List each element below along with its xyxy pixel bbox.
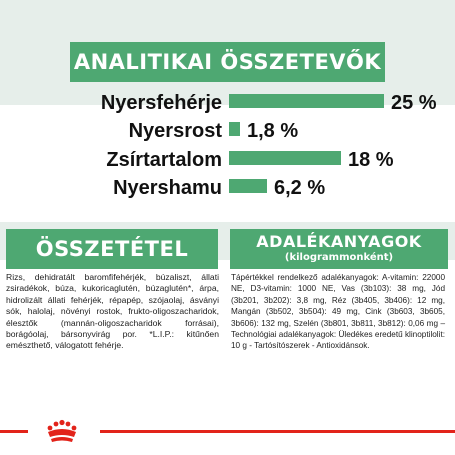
nutrient-label: Zsírtartalom [106, 149, 222, 171]
nutrient-bar [229, 122, 240, 136]
nutrient-row-ash: Nyershamu 6,2 % [0, 175, 455, 201]
nutrient-value: 18 % [348, 149, 394, 171]
additives-title-text: ADALÉKANYAGOK [256, 232, 422, 251]
nutrient-label: Nyersrost [128, 120, 222, 142]
nutrient-bar [229, 151, 341, 165]
nutrient-bar [229, 179, 267, 193]
additives-subtitle: (kilogrammonként) [284, 252, 394, 263]
additives-text: Tápértékkel rendelkező adalékanyagok: A-… [231, 273, 445, 351]
royal-canin-crown-icon [47, 419, 77, 442]
composition-title: ÖSSZETÉTEL [6, 229, 218, 269]
analytical-constituents-title: ANALITIKAI ÖSSZETEVŐK [70, 42, 385, 82]
nutrient-value: 25 % [391, 92, 437, 114]
additives-title: ADALÉKANYAGOK (kilogrammonként) [230, 229, 448, 269]
nutrient-label: Nyershamu [113, 177, 222, 199]
nutrient-row-fibre: Nyersrost 1,8 % [0, 118, 455, 144]
footer-red-line [0, 430, 455, 433]
nutrient-label: Nyersfehérje [100, 92, 222, 114]
nutrient-value: 1,8 % [247, 120, 299, 142]
nutrient-row-fat: Zsírtartalom 18 % [0, 147, 455, 173]
nutrient-bar [229, 94, 384, 108]
nutrient-value: 6,2 % [274, 177, 326, 199]
nutrient-row-protein: Nyersfehérje 25 % [0, 90, 455, 116]
composition-text: Rizs, dehidratált baromfifehérjék, búzal… [6, 272, 219, 351]
